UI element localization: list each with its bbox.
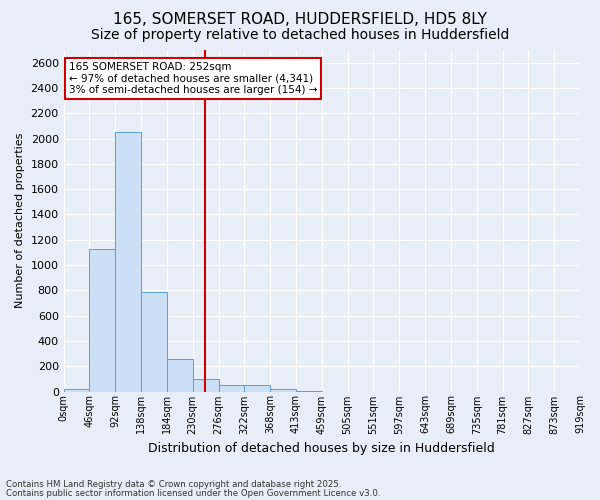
Bar [89, 248, 115, 392]
Bar [64, 389, 89, 392]
Text: 165, SOMERSET ROAD, HUDDERSFIELD, HD5 8LY: 165, SOMERSET ROAD, HUDDERSFIELD, HD5 8L… [113, 12, 487, 28]
Bar [167, 358, 193, 392]
Bar [244, 385, 270, 392]
Text: Contains public sector information licensed under the Open Government Licence v3: Contains public sector information licen… [6, 488, 380, 498]
Bar [193, 379, 218, 392]
Text: 165 SOMERSET ROAD: 252sqm
← 97% of detached houses are smaller (4,341)
3% of sem: 165 SOMERSET ROAD: 252sqm ← 97% of detac… [69, 62, 317, 95]
Y-axis label: Number of detached properties: Number of detached properties [15, 133, 25, 308]
Text: Contains HM Land Registry data © Crown copyright and database right 2025.: Contains HM Land Registry data © Crown c… [6, 480, 341, 489]
Bar [115, 132, 141, 392]
Bar [141, 292, 167, 392]
Bar [296, 391, 322, 392]
Text: Size of property relative to detached houses in Huddersfield: Size of property relative to detached ho… [91, 28, 509, 42]
Bar [218, 385, 244, 392]
Bar [270, 389, 296, 392]
X-axis label: Distribution of detached houses by size in Huddersfield: Distribution of detached houses by size … [148, 442, 495, 455]
